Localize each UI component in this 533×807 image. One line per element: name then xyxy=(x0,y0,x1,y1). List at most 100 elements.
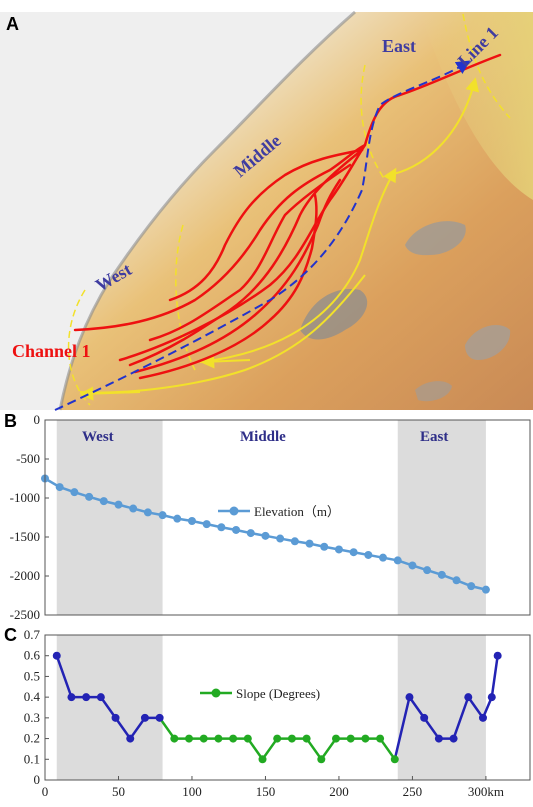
y-tick-label: 0.7 xyxy=(24,627,41,642)
slope-segment xyxy=(408,695,426,720)
slope-point xyxy=(258,755,267,764)
elevation-point xyxy=(202,520,211,529)
chart-b-region-middle: Middle xyxy=(240,429,286,445)
channel-branch-5 xyxy=(148,163,352,342)
channel-branch-2 xyxy=(133,178,342,374)
slope-point xyxy=(214,734,223,743)
elevation-point xyxy=(187,517,196,526)
chart-c-y-axis: 0.7 0.6 0.5 0.4 0.3 0.2 0.1 0 xyxy=(24,627,49,787)
map-label-east: East xyxy=(382,36,416,56)
channel-branch-6 xyxy=(138,193,318,380)
slope-point xyxy=(493,651,502,660)
slope-segment xyxy=(246,737,264,761)
slope-point xyxy=(287,734,296,743)
slope-point xyxy=(229,734,238,743)
x-tick-label: 250 xyxy=(403,784,423,799)
elevation-point xyxy=(290,537,299,546)
elevation-point xyxy=(246,529,255,538)
elevation-point xyxy=(232,525,241,534)
panel-letter-b: B xyxy=(4,411,17,431)
y-tick-label: -500 xyxy=(16,451,40,466)
slope-segment xyxy=(452,695,470,740)
x-tick-label: 200 xyxy=(329,784,349,799)
y-tick-label: 0.3 xyxy=(24,710,40,725)
slope-point xyxy=(332,734,340,743)
flow-arrow-middle-head xyxy=(200,354,251,369)
slope-series xyxy=(52,651,502,764)
slope-point xyxy=(155,713,164,722)
boundary-east xyxy=(462,13,511,119)
slope-point xyxy=(420,713,429,722)
map-label-channel: Channel 1 xyxy=(12,341,91,361)
slope-point xyxy=(487,693,496,702)
slope-segment xyxy=(320,737,338,761)
elevation-point xyxy=(364,550,373,559)
legend-slope-marker xyxy=(211,688,221,698)
elevation-point xyxy=(349,548,358,557)
slope-point xyxy=(405,693,414,702)
panel-letter-c: C xyxy=(4,625,17,645)
elevation-point xyxy=(408,561,417,570)
elevation-point xyxy=(379,553,388,562)
elevation-point xyxy=(334,545,343,554)
panel-letter-a: A xyxy=(6,14,19,34)
slope-point xyxy=(96,693,105,702)
x-tick-label: 50 xyxy=(112,784,125,799)
chart-b-y-axis: 0 -500 -1000 -1500 -2000 -2500 xyxy=(10,412,49,622)
elevation-point xyxy=(276,534,285,543)
chart-b-legend: Elevation（m） xyxy=(218,504,340,519)
y-tick-label: 0 xyxy=(34,412,41,427)
shelf-edge xyxy=(58,10,356,411)
elevation-point xyxy=(437,570,446,579)
chart-b-region-east: East xyxy=(420,429,448,445)
y-tick-label: 0.2 xyxy=(24,731,40,746)
seamount-4 xyxy=(415,381,452,402)
slope-point xyxy=(449,734,458,743)
boundary-middle-east xyxy=(360,64,386,181)
slope-point xyxy=(361,734,370,743)
elevation-point xyxy=(85,492,94,501)
elevation-point xyxy=(481,585,490,594)
x-tick-label: 300km xyxy=(468,784,504,799)
slope-segment xyxy=(422,716,441,740)
flow-arrow-east xyxy=(387,77,480,176)
map-panel: East Middle West Line 1 Channel 1 A xyxy=(0,10,533,411)
y-tick-label: -1000 xyxy=(10,490,40,505)
legend-elevation-marker xyxy=(229,506,239,516)
slope-point xyxy=(199,734,208,743)
x-tick-label: 100 xyxy=(182,784,202,799)
flow-arrow-west-head xyxy=(79,386,141,401)
legend-elevation-label: Elevation（m） xyxy=(254,504,340,519)
channel-branch-1 xyxy=(73,143,367,332)
y-tick-label: 0.1 xyxy=(24,751,40,766)
seamount-2 xyxy=(405,221,466,256)
shaded-region-0 xyxy=(56,420,163,615)
slope-segment xyxy=(158,716,176,740)
east-terrain-glow xyxy=(420,12,533,200)
slope-point xyxy=(464,693,473,702)
slope-chart: 0.7 0.6 0.5 0.4 0.3 0.2 0.1 0 Slope (Degrees) 0… xyxy=(4,625,531,799)
slope-point xyxy=(317,755,326,764)
slope-point xyxy=(302,734,311,743)
flow-arrow-west xyxy=(79,274,366,394)
elevation-point xyxy=(55,483,64,492)
slope-segment xyxy=(393,695,411,761)
elevation-point xyxy=(158,511,167,520)
slope-segment xyxy=(467,695,485,720)
slope-point xyxy=(478,713,487,722)
slope-segment xyxy=(99,695,117,720)
elevation-point xyxy=(320,542,329,551)
slope-segment xyxy=(261,737,279,761)
y-tick-label: 0.5 xyxy=(24,668,40,683)
elevation-point xyxy=(99,497,108,506)
legend-slope-label: Slope (Degrees) xyxy=(236,686,320,701)
y-tick-label: -2500 xyxy=(10,607,40,622)
slope-point xyxy=(390,755,399,764)
elevation-point xyxy=(305,539,314,548)
y-tick-label: -1500 xyxy=(10,529,40,544)
elevation-chart: West Middle East 0 -500 -1000 -1500 -2000 -25… xyxy=(4,411,531,622)
slope-point xyxy=(140,713,149,722)
chart-b-shaded-regions xyxy=(56,420,486,615)
elevation-point xyxy=(114,500,123,509)
y-tick-label: 0.4 xyxy=(24,689,41,704)
